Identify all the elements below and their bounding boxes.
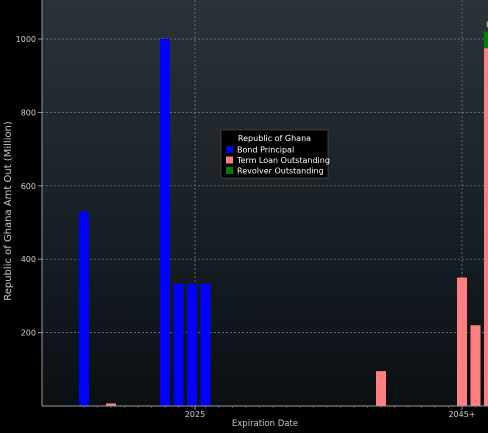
axes [41, 0, 488, 407]
y-tick-label: 600 [21, 182, 36, 191]
bar-bond-principal [79, 211, 89, 406]
y-tick-label: 800 [21, 108, 36, 117]
y-tick-label: 200 [21, 329, 36, 338]
ticks: 200 400 600 800 1000 2025 2045+ [16, 35, 476, 419]
bar-bond-principal [160, 39, 170, 406]
bar-term-loan-outstanding [457, 277, 467, 406]
y-tick-label: 1000 [16, 35, 36, 44]
bar-annotation: U [486, 21, 488, 30]
x-tick-label: 2025 [185, 410, 205, 419]
legend-title: Republic of Ghana [238, 134, 311, 143]
legend-entry-label: Term Loan Outstanding [236, 156, 330, 165]
bar-bond-principal [173, 283, 184, 406]
annotations: U [486, 21, 488, 30]
bar-term-loan-outstanding [376, 371, 386, 406]
legend-swatch [226, 146, 233, 153]
plot-area [42, 0, 488, 406]
legend-swatch [226, 167, 233, 174]
bar-term-loan-outstanding [484, 48, 488, 407]
legend-entry-label: Revolver Outstanding [237, 167, 324, 176]
bar-term-loan-outstanding [106, 403, 116, 406]
bar-revolver-outstanding [484, 31, 488, 49]
y-tick-label: 400 [21, 255, 36, 264]
y-axis-label: Republic of Ghana Amt Out (Million) [3, 121, 14, 301]
x-axis-label: Expiration Date [232, 419, 298, 429]
bar-term-loan-outstanding [470, 325, 481, 406]
x-tick-label: 2045+ [448, 410, 475, 419]
bar-bond-principal [187, 283, 197, 406]
bars [79, 31, 488, 407]
legend-entry-label: Bond Principal [237, 146, 294, 155]
legend-swatch [226, 156, 233, 164]
legend-box [220, 129, 329, 179]
bar-bond-principal [200, 283, 211, 406]
